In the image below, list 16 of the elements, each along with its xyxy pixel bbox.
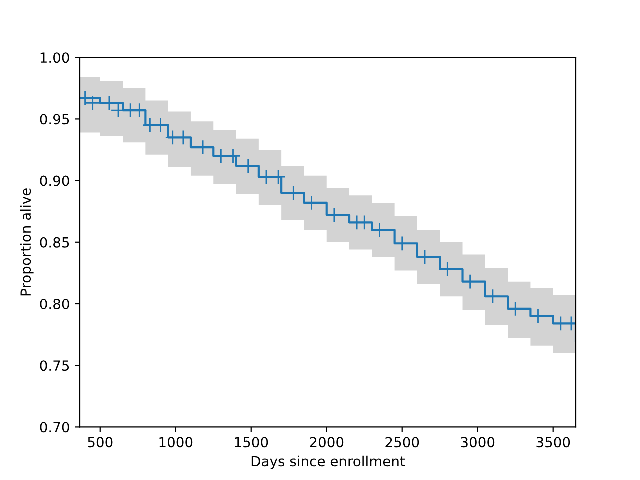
- y-tick-label: 0.85: [40, 237, 70, 248]
- y-tick-label: 0.80: [40, 298, 70, 310]
- y-tick-label: 1.00: [40, 52, 70, 64]
- y-tick-label: 0.75: [40, 360, 70, 372]
- x-axis-title: Days since enrollment: [252, 456, 406, 470]
- y-tick-label: 0.95: [40, 114, 70, 125]
- y-tick-label: 0.90: [40, 176, 70, 186]
- x-tick-label: 2000: [310, 437, 344, 448]
- x-tick-label: 2500: [386, 437, 420, 448]
- x-tick-label: 3000: [461, 437, 495, 448]
- y-tick-label: 0.70: [40, 422, 70, 433]
- x-tick-label: 3500: [536, 437, 570, 448]
- y-axis-title: Proportion alive: [20, 188, 34, 296]
- x-tick-label: 1500: [235, 437, 268, 448]
- x-tick-label: 500: [88, 437, 113, 448]
- x-tick-label: 1000: [160, 437, 193, 448]
